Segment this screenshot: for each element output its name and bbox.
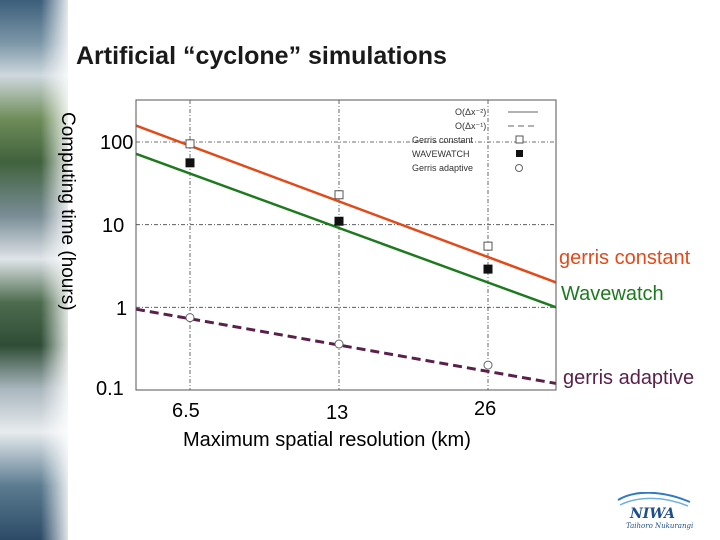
marker-wavewatch-2: [483, 264, 493, 274]
marker-gerris-adaptive-1: [334, 339, 344, 349]
logo-subtitle: Taihoro Nukurangi: [626, 522, 693, 530]
page-title: Artificial “cyclone” simulations: [76, 42, 447, 70]
x-tick-label-13: 13: [326, 402, 349, 424]
plot-frame: [135, 99, 557, 391]
fit-line-3: [135, 307, 557, 385]
legend-label-2: Gerris constant: [412, 135, 474, 145]
satellite-image-strip: [0, 0, 68, 540]
legend-swatch-2: [515, 135, 524, 144]
side-label-wavewatch: Wavewatch: [561, 283, 664, 305]
marker-gerris-constant-1: [334, 190, 344, 200]
fit-line-2: [135, 152, 557, 309]
side-label-gerris-constant: gerris constant: [559, 247, 691, 269]
marker-gerris-adaptive-0: [185, 313, 195, 323]
legend-label-1: O(Δx⁻¹): [455, 121, 486, 131]
x-axis-label: Maximum spatial resolution (km): [183, 429, 471, 451]
niwa-logo: NIWA Taihoro Nukurangi: [617, 492, 693, 530]
marker-wavewatch-1: [334, 216, 344, 226]
side-label-gerris-adaptive: gerris adaptive: [563, 367, 695, 389]
marker-gerris-constant-0: [185, 139, 195, 149]
y-tick-label-100: 100: [100, 132, 134, 154]
marker-gerris-adaptive-2: [483, 360, 493, 370]
legend-label-0: O(Δx⁻²): [455, 107, 486, 117]
marker-wavewatch-0: [185, 158, 195, 168]
y-tick-label-1: 1: [116, 298, 128, 320]
legend-label-4: Gerris adaptive: [412, 163, 473, 173]
logo-wordmark: NIWA: [629, 506, 675, 522]
legend-swatch-3: [516, 150, 523, 157]
x-tick-label-6-5: 6.5: [172, 400, 200, 422]
y-axis-label: Computing time (hours): [57, 112, 78, 311]
y-tick-label-10: 10: [102, 215, 125, 237]
fit-line-1: [135, 124, 557, 284]
y-tick-label-0-1: 0.1: [96, 378, 124, 400]
x-tick-label-26: 26: [474, 398, 497, 420]
marker-gerris-constant-2: [483, 241, 493, 251]
legend-swatch-4: [515, 164, 523, 172]
legend-label-3: WAVEWATCH: [412, 149, 470, 159]
